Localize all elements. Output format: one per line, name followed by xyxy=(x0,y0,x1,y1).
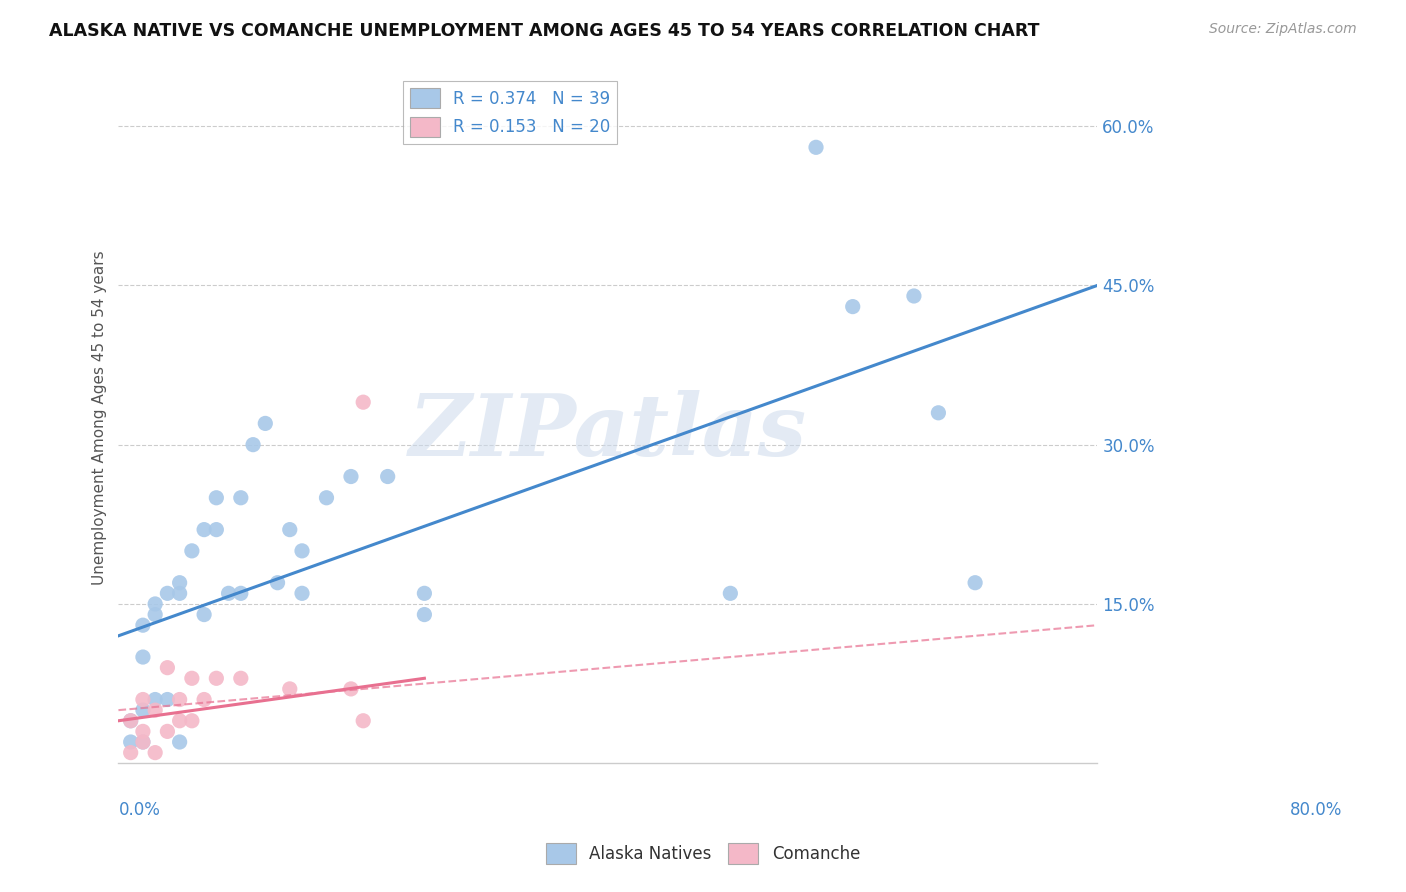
Point xyxy=(291,586,314,600)
Legend: Alaska Natives, Comanche: Alaska Natives, Comanche xyxy=(540,837,866,871)
Point xyxy=(132,692,155,706)
Point xyxy=(143,746,166,760)
Point xyxy=(229,671,252,685)
Point xyxy=(120,746,142,760)
Point xyxy=(205,523,228,537)
Legend: R = 0.374   N = 39, R = 0.153   N = 20: R = 0.374 N = 39, R = 0.153 N = 20 xyxy=(404,81,617,144)
Point xyxy=(229,586,252,600)
Point xyxy=(143,607,166,622)
Text: ALASKA NATIVE VS COMANCHE UNEMPLOYMENT AMONG AGES 45 TO 54 YEARS CORRELATION CHA: ALASKA NATIVE VS COMANCHE UNEMPLOYMENT A… xyxy=(49,22,1039,40)
Text: ZIPatlas: ZIPatlas xyxy=(409,390,807,474)
Point xyxy=(143,692,166,706)
Point xyxy=(120,735,142,749)
Point xyxy=(377,469,399,483)
Point xyxy=(254,417,277,431)
Point xyxy=(180,544,202,558)
Point xyxy=(218,586,240,600)
Text: Source: ZipAtlas.com: Source: ZipAtlas.com xyxy=(1209,22,1357,37)
Point xyxy=(340,681,363,696)
Point xyxy=(413,586,436,600)
Point xyxy=(413,607,436,622)
Point xyxy=(180,714,202,728)
Point xyxy=(120,714,142,728)
Point xyxy=(903,289,925,303)
Point xyxy=(291,544,314,558)
Text: 0.0%: 0.0% xyxy=(118,801,160,819)
Point xyxy=(278,523,301,537)
Point xyxy=(156,692,179,706)
Point xyxy=(205,671,228,685)
Y-axis label: Unemployment Among Ages 45 to 54 years: Unemployment Among Ages 45 to 54 years xyxy=(93,251,107,585)
Point xyxy=(156,661,179,675)
Point xyxy=(278,681,301,696)
Point xyxy=(193,523,215,537)
Point xyxy=(132,735,155,749)
Point xyxy=(352,714,374,728)
Point xyxy=(340,469,363,483)
Point xyxy=(169,735,191,749)
Point xyxy=(718,586,741,600)
Point xyxy=(143,597,166,611)
Point xyxy=(132,703,155,717)
Point xyxy=(143,703,166,717)
Point xyxy=(180,671,202,685)
Point xyxy=(132,618,155,632)
Point xyxy=(205,491,228,505)
Point xyxy=(841,300,863,314)
Point xyxy=(132,724,155,739)
Text: 80.0%: 80.0% xyxy=(1289,801,1343,819)
Point xyxy=(169,714,191,728)
Point xyxy=(120,714,142,728)
Point xyxy=(169,692,191,706)
Point xyxy=(193,692,215,706)
Point xyxy=(229,491,252,505)
Point xyxy=(927,406,949,420)
Point xyxy=(156,724,179,739)
Point xyxy=(132,650,155,665)
Point xyxy=(169,575,191,590)
Point xyxy=(804,140,827,154)
Point xyxy=(193,607,215,622)
Point xyxy=(132,735,155,749)
Point xyxy=(156,586,179,600)
Point xyxy=(169,586,191,600)
Point xyxy=(352,395,374,409)
Point xyxy=(315,491,337,505)
Point xyxy=(242,437,264,451)
Point xyxy=(965,575,987,590)
Point xyxy=(266,575,288,590)
